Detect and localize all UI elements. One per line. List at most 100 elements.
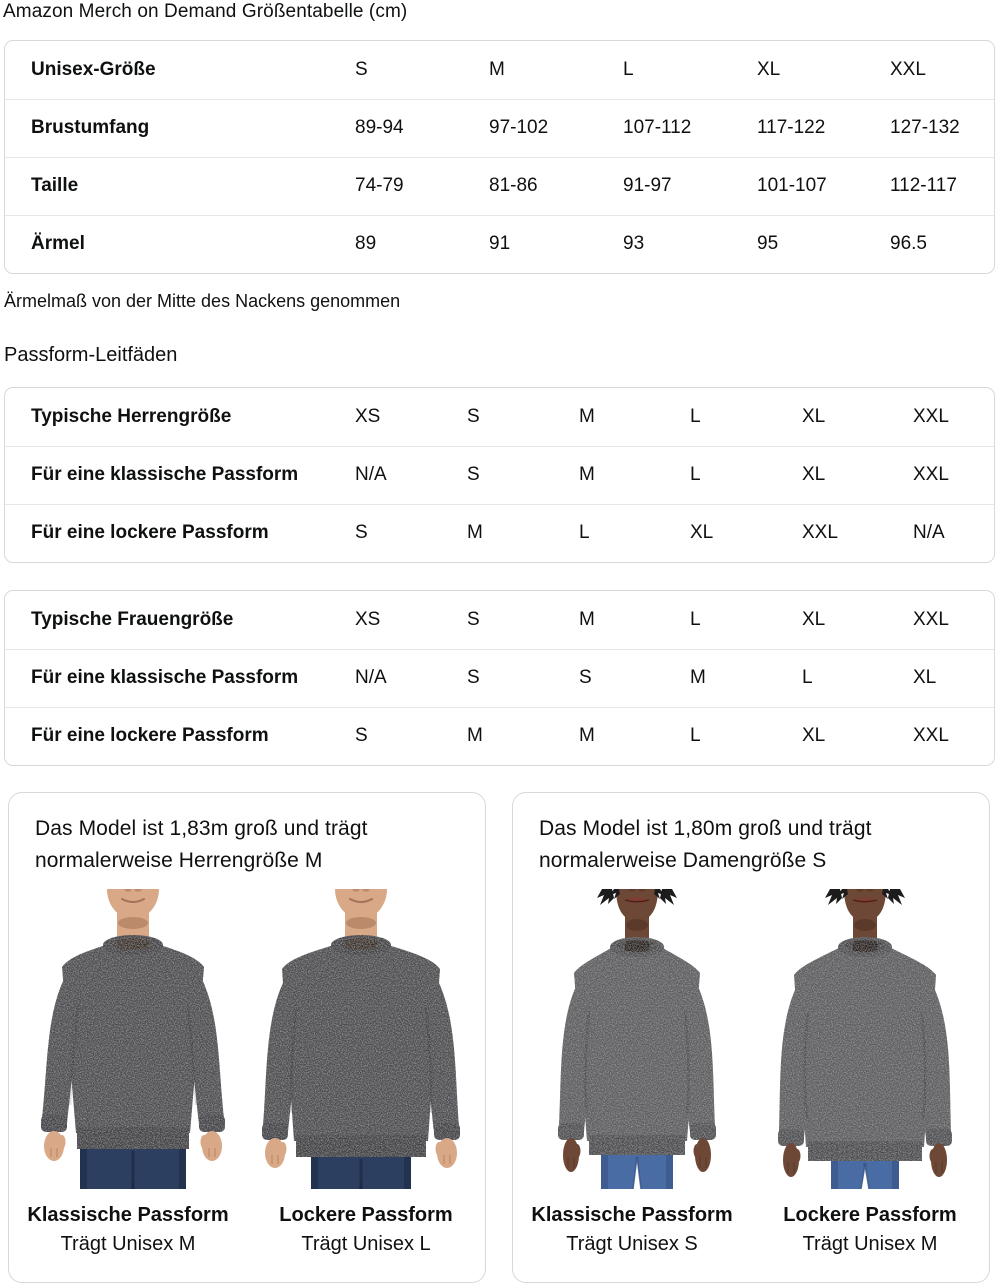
womens-model-card: Das Model ist 1,80m groß und trägt norma…	[512, 792, 990, 1283]
fit-guides-heading: Passform-Leitfäden	[4, 344, 178, 366]
worn-size-label: Trägt Unisex S	[566, 1233, 698, 1255]
value-cell: XL	[690, 503, 802, 562]
value-cell: 74-79	[355, 156, 489, 215]
model-description: Das Model ist 1,80m groß und trägt norma…	[539, 817, 872, 872]
mens-fit-table: Typische Herrengröße XS S M L XL XXL Für…	[4, 387, 995, 563]
value-cell: L	[690, 706, 802, 765]
worn-size-label: Trägt Unisex M	[802, 1233, 938, 1255]
size-header-cell: M	[489, 58, 505, 80]
value-cell: M	[579, 405, 595, 427]
fit-label: Klassische Passform	[27, 1204, 229, 1226]
fit-label: Klassische Passform	[531, 1204, 733, 1226]
value-cell: M	[467, 503, 579, 562]
worn-size-label: Trägt Unisex M	[60, 1233, 196, 1255]
model-photo-mens-loose-fit	[252, 889, 470, 1189]
value-cell: S	[467, 608, 480, 630]
value-cell: L	[802, 648, 913, 707]
value-cell: M	[579, 706, 690, 765]
value-cell: 95	[757, 214, 890, 273]
value-cell: 117-122	[757, 98, 890, 157]
value-cell: XL	[802, 445, 913, 504]
table-row: Typische Herrengröße XS S M L XL XXL	[5, 388, 994, 446]
mens-model-card: Das Model ist 1,83m groß und trägt norma…	[8, 792, 486, 1283]
value-cell: 93	[623, 214, 757, 273]
model-photos-row	[9, 889, 485, 1189]
size-header-cell: S	[355, 58, 368, 80]
value-cell: XXL	[913, 608, 949, 630]
value-cell: 91-97	[623, 156, 757, 215]
value-cell: XS	[355, 405, 381, 427]
photo-caption: Lockere Passform Trägt Unisex M	[751, 1201, 989, 1259]
table-row: Typische Frauengröße XS S M L XL XXL	[5, 591, 994, 649]
model-description: Das Model ist 1,83m groß und trägt norma…	[35, 817, 368, 872]
value-cell: L	[690, 608, 701, 630]
value-cell: 96.5	[890, 214, 994, 273]
value-cell: XL	[802, 706, 913, 765]
value-cell: XXL	[913, 405, 949, 427]
row-label: Brustumfang	[5, 98, 355, 157]
value-cell: M	[579, 445, 690, 504]
table-row: Taille 74-79 81-86 91-97 101-107 112-117	[5, 156, 994, 215]
size-header-cell: L	[623, 58, 634, 80]
value-cell: N/A	[913, 503, 994, 562]
value-cell: S	[355, 706, 467, 765]
row-label: Für eine klassische Passform	[5, 648, 355, 707]
value-cell: M	[579, 608, 595, 630]
row-label: Unisex-Größe	[31, 58, 156, 80]
value-cell: XL	[802, 608, 826, 630]
photo-caption: Lockere Passform Trägt Unisex L	[247, 1201, 485, 1259]
table-row: Ärmel 89 91 93 95 96.5	[5, 214, 994, 273]
value-cell: 112-117	[890, 156, 994, 215]
table-row: Brustumfang 89-94 97-102 107-112 117-122…	[5, 98, 994, 157]
value-cell: XXL	[802, 503, 913, 562]
value-cell: S	[467, 445, 579, 504]
value-cell: XL	[913, 648, 994, 707]
value-cell: XS	[355, 608, 381, 630]
value-cell: L	[690, 405, 701, 427]
value-cell: 89	[355, 214, 489, 273]
size-header-cell: XL	[757, 58, 781, 80]
value-cell: 101-107	[757, 156, 890, 215]
size-header-cell: XXL	[890, 58, 926, 80]
row-label: Ärmel	[5, 214, 355, 273]
row-label: Taille	[5, 156, 355, 215]
photo-captions-row: Klassische Passform Trägt Unisex S Locke…	[513, 1201, 989, 1259]
row-label: Typische Herrengröße	[31, 405, 232, 427]
table-row: Unisex-Größe S M L XL XXL	[5, 41, 994, 99]
table-row: Für eine lockere Passform S M L XL XXL N…	[5, 503, 994, 562]
photo-captions-row: Klassische Passform Trägt Unisex M Locke…	[9, 1201, 485, 1259]
value-cell: 89-94	[355, 98, 489, 157]
value-cell: M	[467, 706, 579, 765]
fit-label: Lockere Passform	[279, 1204, 453, 1226]
model-photo-womens-classic-fit	[528, 889, 746, 1189]
womens-fit-table: Typische Frauengröße XS S M L XL XXL Für…	[4, 590, 995, 766]
value-cell: XXL	[913, 445, 994, 504]
row-label: Für eine lockere Passform	[5, 503, 355, 562]
value-cell: 81-86	[489, 156, 623, 215]
model-photos-row	[513, 889, 989, 1189]
value-cell: 107-112	[623, 98, 757, 157]
value-cell: 91	[489, 214, 623, 273]
page-title: Amazon Merch on Demand Größentabelle (cm…	[3, 1, 408, 22]
value-cell: L	[579, 503, 690, 562]
value-cell: 97-102	[489, 98, 623, 157]
value-cell: M	[690, 648, 802, 707]
value-cell: L	[690, 445, 802, 504]
unisex-size-table: Unisex-Größe S M L XL XXL Brustumfang 89…	[4, 40, 995, 274]
worn-size-label: Trägt Unisex L	[301, 1233, 431, 1255]
value-cell: XL	[802, 405, 826, 427]
value-cell: S	[579, 648, 690, 707]
fit-label: Lockere Passform	[783, 1204, 957, 1226]
row-label: Für eine lockere Passform	[5, 706, 355, 765]
model-photo-womens-loose-fit	[756, 889, 974, 1189]
photo-caption: Klassische Passform Trägt Unisex M	[9, 1201, 247, 1259]
value-cell: N/A	[355, 445, 467, 504]
row-label: Für eine klassische Passform	[5, 445, 355, 504]
table-row: Für eine klassische Passform N/A S S M L…	[5, 648, 994, 707]
row-label: Typische Frauengröße	[31, 608, 234, 630]
photo-caption: Klassische Passform Trägt Unisex S	[513, 1201, 751, 1259]
value-cell: S	[467, 648, 579, 707]
model-photo-mens-classic-fit	[24, 889, 242, 1189]
value-cell: S	[467, 405, 480, 427]
table-row: Für eine lockere Passform S M M L XL XXL	[5, 706, 994, 765]
